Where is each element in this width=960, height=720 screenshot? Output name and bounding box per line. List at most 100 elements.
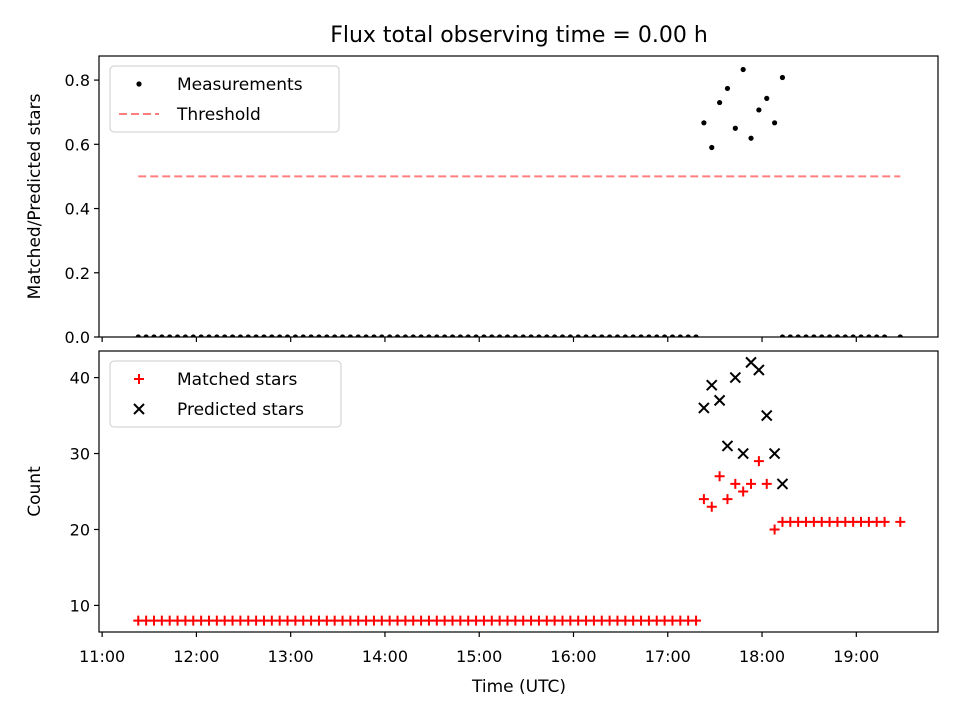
data-point [858, 334, 864, 337]
data-point [261, 334, 267, 337]
x-tick-label: 13:00 [268, 647, 314, 666]
data-point [709, 144, 715, 151]
data-point [614, 334, 621, 337]
data-point [622, 334, 628, 337]
data-point [583, 334, 589, 337]
data-point [198, 334, 204, 337]
data-point [599, 334, 605, 337]
data-point [591, 334, 597, 337]
series-predicted-stars [698, 356, 789, 490]
data-point [379, 334, 385, 337]
data-point [504, 334, 511, 337]
data-point [646, 334, 652, 337]
data-point [489, 334, 495, 337]
data-point [795, 334, 801, 337]
y-tick-label: 0.8 [65, 71, 90, 90]
data-point [769, 524, 780, 535]
legend-box [109, 360, 342, 428]
data-point [717, 99, 723, 106]
data-point [402, 334, 408, 337]
data-point [756, 107, 762, 113]
top-panel: Matched/Predicted stars 0.0 0.2 0.4 0.6 0.8 Me… [25, 55, 939, 347]
data-point [732, 125, 738, 131]
data-point [332, 334, 338, 337]
data-point [497, 334, 503, 337]
data-point [761, 409, 773, 422]
data-point [133, 403, 145, 415]
legend-label: Measurements [177, 75, 303, 95]
data-point [761, 478, 772, 489]
data-point [481, 334, 487, 337]
y-axis-label: Count [25, 466, 45, 517]
data-point [677, 334, 683, 337]
x-tick-label: 14:00 [362, 647, 408, 666]
data-point [706, 379, 718, 391]
data-point [174, 334, 181, 337]
data-point [698, 402, 710, 414]
y-tick-label: 0.6 [65, 135, 90, 154]
data-point [779, 334, 786, 337]
data-point [528, 334, 534, 337]
data-point [544, 334, 550, 337]
data-point [418, 334, 424, 337]
data-point [714, 471, 725, 482]
data-point [371, 334, 377, 337]
x-tick-label: 16:00 [550, 647, 596, 666]
series-matched-stars [133, 456, 906, 626]
data-point [706, 501, 717, 512]
data-point [654, 334, 660, 337]
data-point [722, 494, 733, 505]
bottom-panel: Count 10 20 30 40 11:00 12:00 13:00 14:00 15:00 16… [25, 350, 939, 666]
x-tick-label: 17:00 [645, 647, 691, 666]
data-point [237, 334, 244, 337]
data-point [214, 334, 220, 337]
data-point [442, 334, 448, 337]
data-point [316, 334, 322, 337]
data-point [520, 334, 526, 337]
data-point [253, 334, 259, 337]
data-point [607, 334, 613, 337]
data-point [536, 334, 542, 337]
data-point [874, 334, 880, 337]
data-point [737, 447, 749, 460]
axes-frame [98, 350, 939, 633]
data-point [730, 478, 741, 489]
chart-title: Flux total observing time = 0.00 h [330, 23, 708, 48]
data-point [685, 334, 691, 337]
data-point [729, 371, 742, 384]
x-axis-label: Time (UTC) [471, 677, 566, 697]
data-point [638, 334, 644, 337]
data-point [691, 615, 702, 626]
x-tick-label: 12:00 [173, 647, 219, 666]
data-point [897, 334, 903, 337]
data-point [363, 334, 369, 337]
data-point [339, 334, 346, 337]
data-point [151, 334, 157, 337]
x-tick-label: 18:00 [739, 647, 785, 666]
data-point [740, 66, 746, 73]
data-point [850, 334, 856, 337]
x-tick-label: 11:00 [79, 647, 125, 666]
data-point [300, 334, 306, 337]
data-point [292, 334, 298, 337]
y-tick-label: 20 [70, 520, 90, 539]
data-point [473, 334, 479, 337]
data-point [347, 334, 353, 337]
axes-frame [98, 55, 939, 338]
y-tick-label: 40 [70, 369, 90, 388]
data-point [842, 334, 848, 337]
data-point [355, 334, 361, 337]
data-point [229, 334, 236, 337]
data-point [895, 516, 906, 527]
data-point [803, 334, 809, 337]
data-point [738, 486, 749, 497]
data-point [136, 81, 142, 87]
y-tick-label: 0.0 [65, 328, 90, 347]
data-point [277, 334, 283, 337]
plot-area [133, 356, 906, 626]
data-point [724, 85, 731, 92]
data-point [394, 334, 401, 337]
data-point [134, 374, 144, 384]
legend-label: Threshold [176, 105, 261, 125]
